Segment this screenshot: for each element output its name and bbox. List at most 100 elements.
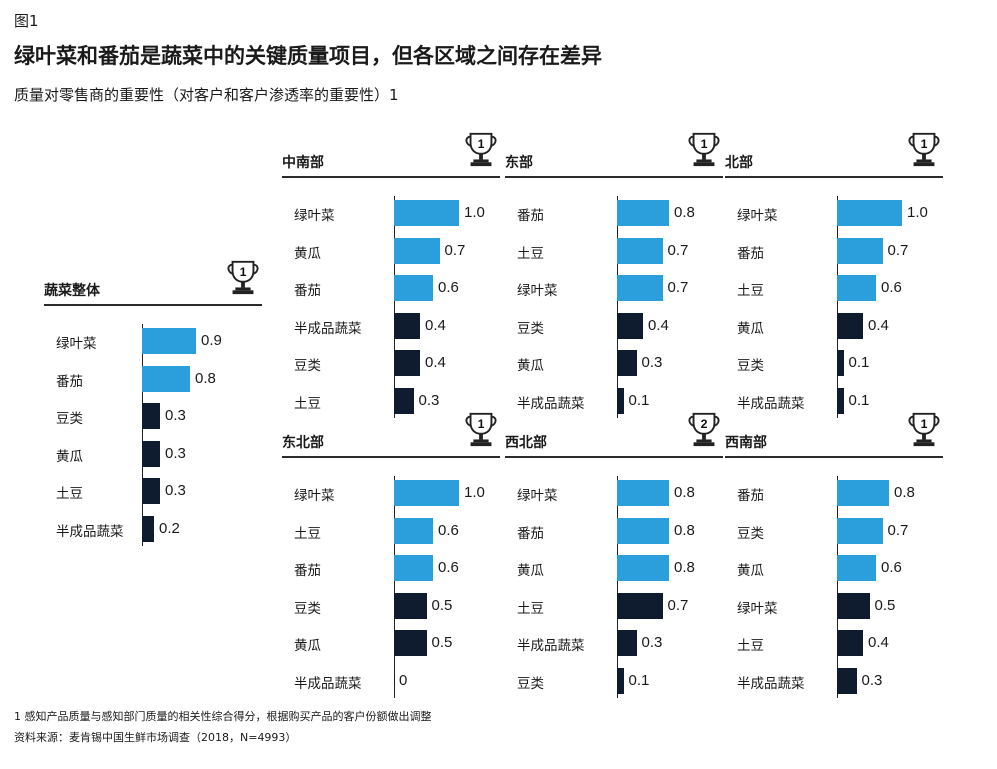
category-label: 番茄	[517, 208, 544, 224]
bar	[837, 517, 883, 544]
bar-row: 豆类 0.4	[505, 312, 723, 339]
bar-row: 半成品蔬菜 0.2	[44, 515, 262, 542]
value-label: 1.0	[907, 204, 928, 221]
category-label: 土豆	[737, 283, 764, 299]
axis-line	[394, 196, 395, 418]
bar-row: 番茄 0.8	[725, 480, 943, 506]
panel-divider	[282, 456, 500, 458]
bar-row: 番茄 0.6	[282, 275, 500, 301]
category-label: 豆类	[294, 358, 321, 374]
bar-row: 绿叶菜 0.8	[505, 480, 723, 506]
bar-row: 土豆 0.6	[282, 517, 500, 544]
bar	[837, 630, 863, 656]
category-label: 绿叶菜	[56, 336, 97, 352]
bar-row: 黄瓜 0.6	[725, 555, 943, 581]
bar-row: 豆类 0.7	[725, 517, 943, 544]
bar	[394, 200, 459, 226]
category-label: 豆类	[56, 411, 83, 427]
bar-row: 绿叶菜 1.0	[282, 200, 500, 226]
panel-east: 东部 1 番茄 0.8 土豆 0.7 绿叶菜 0.7 豆类 0.4 黄瓜 0.3 半成品蔬菜 0.1	[505, 132, 723, 430]
category-label: 绿叶菜	[294, 208, 335, 224]
value-label: 0.5	[431, 596, 453, 614]
value-label: 0.8	[674, 559, 695, 576]
category-label: 土豆	[737, 638, 764, 654]
footnote: 1 感知产品质量与感知部门质量的相关性综合得分，根据购买产品的客户份额做出调整	[14, 710, 432, 723]
svg-text:1: 1	[701, 137, 708, 151]
category-label: 豆类	[737, 358, 764, 374]
axis-line	[837, 196, 838, 418]
bar-row: 黄瓜 0.8	[505, 555, 723, 581]
value-label: 0.6	[438, 521, 459, 539]
trophy-icon: 1	[905, 410, 943, 448]
panel-divider	[725, 176, 943, 178]
trophy-icon: 1	[224, 258, 262, 296]
bar	[394, 555, 433, 581]
panel-title: 西北部	[505, 435, 547, 451]
bar-row: 番茄 0.6	[282, 555, 500, 581]
value-label: 0.1	[628, 391, 650, 409]
bar-row: 黄瓜 0.7	[282, 237, 500, 264]
bar-row: 黄瓜 0.3	[505, 350, 723, 376]
category-label: 土豆	[517, 245, 544, 262]
panel-overall: 蔬菜整体 1 绿叶菜 0.9 番茄 0.8 豆类 0.3 黄瓜 0.3 土豆 0.3 半成品蔬菜 0.2	[44, 260, 262, 558]
bar	[837, 237, 883, 264]
bar	[617, 350, 637, 376]
bar-row: 土豆 0.6	[725, 275, 943, 301]
bar	[837, 387, 844, 414]
category-label: 半成品蔬菜	[517, 638, 585, 654]
bar-row: 豆类 0.5	[282, 592, 500, 619]
bar	[142, 440, 160, 467]
value-label: 0.7	[444, 241, 466, 259]
bar	[617, 517, 669, 544]
value-label: 0.3	[165, 407, 186, 424]
bar	[394, 312, 420, 339]
value-label: 0.3	[165, 444, 186, 462]
value-label: 1.0	[464, 484, 485, 501]
category-label: 黄瓜	[294, 245, 321, 262]
bar	[617, 237, 663, 264]
category-label: 豆类	[294, 600, 321, 617]
category-label: 豆类	[737, 525, 764, 542]
category-label: 番茄	[294, 283, 321, 299]
bar-row: 土豆 0.7	[505, 592, 723, 619]
value-label: 0.6	[438, 559, 459, 576]
category-label: 土豆	[294, 525, 321, 542]
category-label: 土豆	[294, 395, 321, 412]
value-label: 0.6	[881, 559, 902, 576]
panel-divider	[505, 456, 723, 458]
bar-row: 土豆 0.7	[505, 237, 723, 264]
value-label: 0.3	[165, 482, 186, 499]
trophy-icon: 1	[905, 130, 943, 168]
bar-row: 绿叶菜 0.5	[725, 592, 943, 619]
trophy-icon: 1	[685, 130, 723, 168]
bar-row: 半成品蔬菜 0.1	[725, 387, 943, 414]
bar	[394, 480, 459, 506]
panel-divider	[282, 176, 500, 178]
bar-row: 绿叶菜 0.9	[44, 328, 262, 354]
category-label: 半成品蔬菜	[737, 395, 805, 412]
bar-row: 豆类 0.1	[725, 350, 943, 376]
bar-row: 豆类 0.1	[505, 667, 723, 694]
bar	[837, 200, 902, 226]
category-label: 绿叶菜	[737, 600, 778, 617]
bar	[617, 667, 624, 694]
bar	[837, 592, 870, 619]
category-label: 半成品蔬菜	[294, 320, 362, 337]
bar-row: 半成品蔬菜 0.1	[505, 387, 723, 414]
category-label: 豆类	[517, 675, 544, 692]
bar-row: 番茄 0.8	[44, 365, 262, 392]
bar	[837, 350, 844, 376]
category-label: 黄瓜	[517, 563, 544, 579]
bar-row: 番茄 0.7	[725, 237, 943, 264]
category-label: 半成品蔬菜	[294, 675, 362, 692]
value-label: 0.8	[674, 204, 695, 221]
bar-row: 黄瓜 0.5	[282, 630, 500, 656]
panel-central-south: 中南部 1 绿叶菜 1.0 黄瓜 0.7 番茄 0.6 半成品蔬菜 0.4 豆类 0.4 土豆 0.3	[282, 132, 500, 430]
bar	[617, 592, 663, 619]
category-label: 半成品蔬菜	[56, 523, 124, 540]
svg-text:1: 1	[921, 137, 928, 151]
axis-line	[617, 196, 618, 418]
bar-row: 半成品蔬菜 0.3	[725, 667, 943, 694]
panel-title: 东部	[505, 155, 533, 171]
category-label: 半成品蔬菜	[737, 675, 805, 692]
